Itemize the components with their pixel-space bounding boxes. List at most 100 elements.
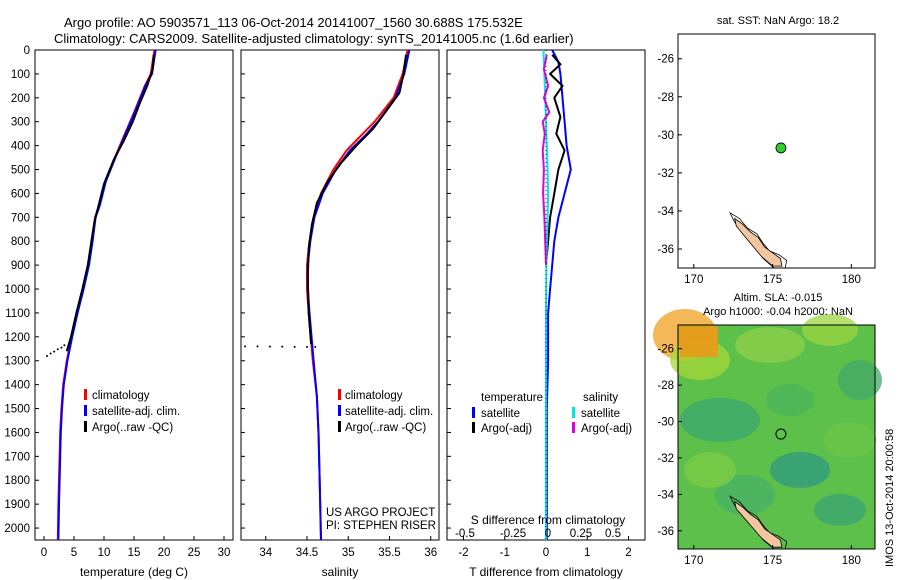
y-tick-label: 1400 xyxy=(4,380,30,392)
y-tick-label: 1000 xyxy=(4,284,30,296)
map-title: Altim. SLA: -0.015 xyxy=(734,292,823,304)
legend-swatch xyxy=(572,422,575,433)
y-tick-label: -28 xyxy=(657,92,674,104)
land-mass xyxy=(734,217,783,267)
title-line-2: Climatology: CARS2009. Satellite-adjuste… xyxy=(54,31,574,46)
salinity-panel: 34 34.5 35 35.5 36 salinity climatology satelli… xyxy=(240,49,440,579)
x-tick-label: 30 xyxy=(218,547,231,559)
x-tick-label: 0 xyxy=(41,547,47,559)
y-tick-label: -34 xyxy=(657,206,674,218)
sla-high-patch xyxy=(680,327,718,357)
y-tick-label: 700 xyxy=(11,212,30,224)
series-line-3 xyxy=(541,54,551,266)
sla-patch xyxy=(684,452,736,488)
legend-swatch xyxy=(84,421,87,432)
legend-label: climatology xyxy=(92,390,150,402)
map-title: sat. SST: NaN Argo: 18.2 xyxy=(717,15,839,27)
x-tick-label: 36 xyxy=(424,547,437,559)
series-line-2 xyxy=(306,54,407,345)
y-tick-label: -30 xyxy=(657,130,674,142)
y-tick-label: -26 xyxy=(657,344,674,356)
project-label: US ARGO PROJECT xyxy=(326,507,435,519)
x-tick-label: 175 xyxy=(763,555,782,567)
legend-swatch xyxy=(84,405,87,416)
legend-swatch xyxy=(84,389,87,400)
y-tick-label: -34 xyxy=(657,489,674,501)
argo-location-marker xyxy=(775,142,787,154)
y-tick-label: 600 xyxy=(11,188,30,200)
argo-location-marker xyxy=(775,428,787,440)
x-tick-label: -1 xyxy=(500,547,510,559)
legend-swatch xyxy=(338,421,341,432)
map-subtitle: Argo h1000: -0.04 h2000: NaN xyxy=(703,306,853,318)
argo-qc-dot xyxy=(49,352,52,355)
x-tick-label: 175 xyxy=(763,274,782,286)
legend-label: Argo(-adj) xyxy=(581,423,632,435)
argo-qc-dot xyxy=(268,345,271,348)
y-tick-label: -32 xyxy=(657,453,674,465)
sla-patch xyxy=(770,452,830,488)
y-tick-label: 2000 xyxy=(4,523,30,535)
argo-qc-dot xyxy=(314,345,317,348)
x-tick-label: 5 xyxy=(71,547,77,559)
s-tick-label: -0.5 xyxy=(455,528,475,540)
land-mass xyxy=(734,500,783,548)
y-tick-label: 1100 xyxy=(5,308,30,320)
x-axis-label: temperature (deg C) xyxy=(80,565,188,579)
x-tick-label: 35 xyxy=(342,547,355,559)
legend-swatch xyxy=(572,407,575,418)
x-tick-label: 34 xyxy=(259,547,272,559)
legend-swatch xyxy=(472,407,475,418)
argo-qc-dot xyxy=(244,345,247,348)
y-tick-label: -26 xyxy=(657,54,674,66)
argo-qc-dot xyxy=(293,345,296,348)
series-line-1 xyxy=(57,49,157,541)
x-tick-label: 1 xyxy=(584,547,590,559)
plot-frame xyxy=(240,49,440,541)
legend-swatch xyxy=(338,405,341,416)
y-tick-label: 100 xyxy=(11,69,30,81)
x-axis-label: salinity xyxy=(322,565,359,579)
legend-temperature-title: temperature xyxy=(481,392,543,404)
argo-qc-dot xyxy=(63,344,66,347)
map-frame xyxy=(677,324,876,550)
argo-qc-dot xyxy=(46,354,48,357)
x-tick-label: 34.5 xyxy=(296,547,318,559)
y-tick-label: 1200 xyxy=(4,332,30,344)
legend-swatch xyxy=(338,389,341,400)
legend-label: climatology xyxy=(345,390,403,402)
sla-patch xyxy=(802,314,858,346)
y-tick-label: 1600 xyxy=(4,427,30,439)
legend-label: satellite xyxy=(481,408,520,420)
y-tick-label: 1900 xyxy=(4,499,30,511)
y-tick-label: -36 xyxy=(657,526,674,538)
y-tick-label: 200 xyxy=(11,93,30,105)
y-tick-label: 500 xyxy=(11,165,30,177)
legend-label: satellite xyxy=(581,408,620,420)
legend-label: Argo(..raw -QC) xyxy=(92,422,173,434)
legend-label: Argo(-adj) xyxy=(481,423,532,435)
y-tick-label: 800 xyxy=(11,236,30,248)
y-tick-label: -32 xyxy=(657,168,674,180)
sla-patch xyxy=(680,398,760,442)
legend-label: satellite-adj. clim. xyxy=(345,406,433,418)
y-tick-label: 1800 xyxy=(4,475,30,487)
series-line-1 xyxy=(306,49,411,541)
legend-swatch xyxy=(472,422,475,433)
sla-map-panel: 170 175 180 -26 -28 -30 -32 -34 -36 Altim. SLA: -… xyxy=(653,292,882,567)
y-tick-label: 1300 xyxy=(4,356,30,368)
argo-qc-dot xyxy=(306,345,308,348)
x-tick-label: 15 xyxy=(128,547,141,559)
argo-qc-dot xyxy=(56,348,59,351)
legend-label: Argo(..raw -QC) xyxy=(345,422,426,434)
y-tick-label: 1500 xyxy=(4,404,30,416)
sla-patch xyxy=(715,475,775,515)
sla-patch xyxy=(814,494,866,526)
series-line-0 xyxy=(306,49,409,541)
legend-salinity-title: salinity xyxy=(583,392,618,404)
x-tick-label: 2 xyxy=(625,547,631,559)
imos-timestamp: IMOS 13-Oct-2014 20:00:58 xyxy=(884,429,896,567)
y-tick-label: -36 xyxy=(657,244,674,256)
x-tick-label: 25 xyxy=(188,547,201,559)
